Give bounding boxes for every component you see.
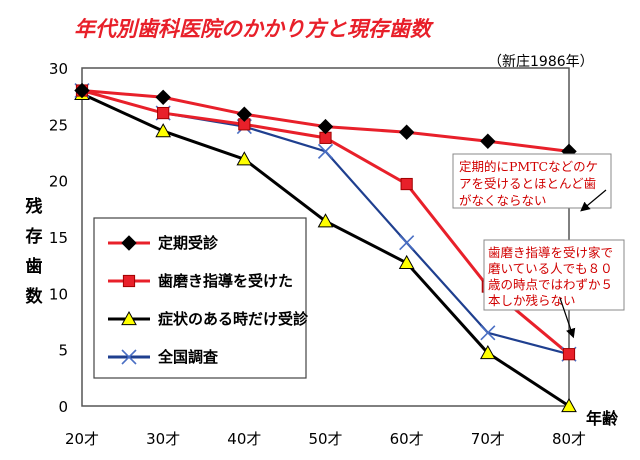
y-label-char: 存: [26, 226, 43, 247]
annotation-arrow-2: [559, 297, 576, 339]
series-markers: [74, 82, 577, 413]
legend-label: 症状のある時だけ受診: [158, 310, 309, 328]
data-point-2: [317, 213, 334, 228]
legend-marker: [121, 349, 137, 365]
x-tick-label: 60才: [390, 430, 424, 448]
x-tick-labels: 20才 30才 40才 50才 60才 70才 80才: [65, 430, 586, 448]
data-point-1: [400, 177, 413, 191]
y-label-char: 数: [26, 286, 44, 307]
marker-stroke: [121, 349, 137, 365]
x-tick-label: 70才: [471, 430, 505, 448]
data-point-0: [480, 133, 496, 149]
y-label-char: 残: [26, 196, 43, 217]
data-point-2: [155, 123, 172, 138]
data-point-3: [399, 235, 415, 251]
y-tick-label: 30: [49, 60, 68, 78]
x-tick-label: 20才: [65, 430, 99, 448]
annotation-line: 磨いている人でも８０: [488, 261, 613, 276]
data-point-0: [317, 118, 334, 135]
data-point-2: [236, 151, 253, 166]
y-tick-label: 25: [49, 116, 68, 134]
data-point-0: [398, 124, 415, 140]
data-point-1: [157, 106, 170, 120]
y-tick-labels: 0 5 10 15 20 25 30: [49, 60, 68, 416]
y-tick-label: 5: [58, 342, 68, 360]
legend-marker: [122, 274, 136, 288]
legend-label: 全国調査: [157, 348, 219, 366]
data-point-3: [317, 143, 334, 159]
annotation-box-2: [483, 239, 625, 311]
annotation-line: 本しか残らない: [488, 293, 576, 308]
x-tick-label: 40才: [227, 430, 261, 448]
y-label-char: 歯: [26, 256, 43, 277]
annotation-line: 定期的にPMTCなどのケ: [459, 159, 598, 174]
marker-stroke: [399, 235, 415, 251]
y-tick-label: 0: [58, 398, 68, 416]
x-tick-label: 50才: [308, 430, 342, 448]
marker-stroke: [480, 325, 496, 341]
legend-label: 歯磨き指導を受けた: [158, 272, 293, 290]
x-tick-label: 30才: [146, 430, 180, 448]
data-point-2: [479, 345, 496, 360]
legend-label: 定期受診: [158, 234, 219, 252]
annotation-arrow-1: [580, 189, 607, 212]
y-tick-label: 20: [49, 173, 68, 191]
annotation-box-1: [452, 153, 612, 209]
data-point-1: [562, 348, 576, 361]
legend-marker: [121, 310, 137, 326]
y-tick-label: 10: [49, 285, 68, 303]
data-point-2: [561, 397, 577, 413]
x-tick-label: 80才: [552, 430, 586, 448]
annotation-line: アを受けるとほとんど歯: [459, 176, 596, 191]
data-point-3: [480, 325, 496, 341]
chart-title: 年代別歯科医院のかかり方と現存歯数: [74, 17, 434, 41]
marker-stroke: [317, 143, 334, 159]
data-point-0: [236, 106, 253, 122]
data-point-2: [398, 254, 415, 270]
y-tick-label: 15: [49, 229, 68, 247]
annotation-line: 歯磨き指導を受け家で: [488, 245, 613, 260]
source-note: （新庄1986年）: [488, 53, 594, 70]
data-point-0: [155, 89, 171, 106]
data-point-0: [74, 82, 90, 99]
annotation-line: 歳の時点ではわずか５: [488, 277, 613, 292]
plot-frame: [81, 67, 570, 407]
annotation-line: がなくならない: [459, 193, 547, 208]
x-axis-label: 年齢: [586, 409, 619, 428]
legend-marker: [121, 235, 137, 251]
